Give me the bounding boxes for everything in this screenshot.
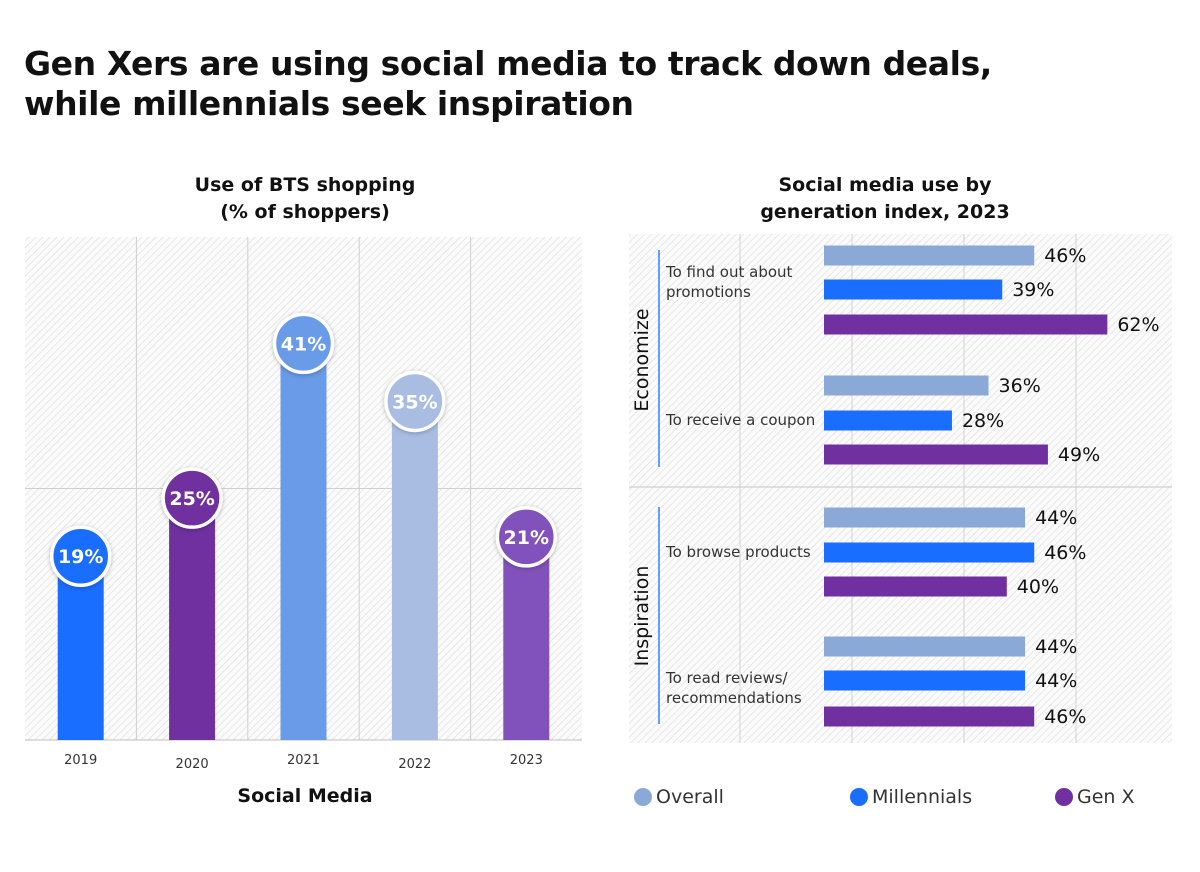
- bar-marker-2023: [495, 506, 558, 568]
- data-label-gen-x: 49%: [1058, 444, 1100, 466]
- category-label: To find out about promotions: [665, 263, 793, 301]
- bar-overall: [824, 636, 1026, 657]
- page-title-line-2: while millennials seek inspiration: [24, 84, 634, 123]
- left-chart-title-line-1: Use of BTS shopping: [194, 174, 416, 196]
- data-label-millennials: 28%: [962, 410, 1004, 432]
- bar-millennials: [824, 279, 1003, 300]
- page-title: Gen Xers are using social media to track…: [24, 44, 1024, 124]
- data-label-2019: 19%: [58, 546, 103, 568]
- data-label-millennials: 44%: [1035, 670, 1077, 692]
- category-label-line: To browse products: [665, 543, 811, 561]
- bar-gen-x: [824, 314, 1108, 335]
- tick-label-2021: 2021: [287, 753, 320, 768]
- data-label-millennials: 39%: [1012, 279, 1054, 301]
- category-label: To receive a coupon: [665, 411, 815, 429]
- group-label-economize: Economize: [631, 308, 653, 411]
- category-label-line: promotions: [666, 283, 751, 301]
- legend-item-gen-x: Gen X: [1055, 786, 1135, 808]
- data-label-overall: 44%: [1035, 636, 1077, 658]
- tick-label-2019: 2019: [64, 753, 97, 768]
- category-label-line: To find out about: [665, 263, 793, 281]
- bar-millennials: [824, 542, 1035, 563]
- bar-marker-2019: [49, 525, 112, 587]
- bar-marker-2020: [161, 467, 223, 529]
- category-label: To browse products: [665, 543, 811, 561]
- category-label-line: To receive a coupon: [665, 411, 815, 429]
- left-chart-x-axis-label: Social Media: [237, 785, 373, 807]
- legend-item-overall: Overall: [634, 786, 724, 808]
- right-chart-title-line-2: generation index, 2023: [760, 201, 1010, 223]
- group-label-inspiration: Inspiration: [631, 566, 653, 667]
- bar-overall: [824, 375, 989, 396]
- bts-shopping-bar-chart: 19% 2019 25% 2020 41% 2021 35% 2022 21% 2023: [25, 237, 582, 772]
- legend-label-overall: Overall: [656, 786, 724, 808]
- tick-label-2023: 2023: [510, 753, 543, 768]
- data-label-2022: 35%: [392, 391, 437, 413]
- data-label-overall: 44%: [1035, 507, 1077, 529]
- right-plot-background: [629, 234, 1172, 743]
- bar-2021: [280, 343, 327, 740]
- tick-label-2020: 2020: [176, 757, 209, 772]
- bar-marker-2022: [384, 370, 446, 433]
- legend-label-gen-x: Gen X: [1077, 786, 1135, 808]
- data-label-gen-x: 46%: [1044, 706, 1086, 728]
- legend-label-millennials: Millennials: [872, 786, 973, 808]
- left-chart-title-line-2: (% of shoppers): [220, 201, 390, 223]
- legend-item-millennials: Millennials: [850, 786, 972, 808]
- bar-millennials: [824, 410, 952, 431]
- tick-label-2022: 2022: [398, 757, 431, 772]
- data-label-2023: 21%: [504, 527, 549, 549]
- data-label-overall: 36%: [999, 375, 1041, 397]
- bar-gen-x: [824, 576, 1007, 597]
- data-label-overall: 46%: [1044, 245, 1086, 267]
- legend-swatch-overall: [634, 788, 652, 806]
- bar-overall: [824, 245, 1035, 266]
- left-chart-title: Use of BTS shopping (% of shoppers): [100, 172, 510, 226]
- data-label-gen-x: 40%: [1017, 576, 1059, 598]
- right-chart-title-line-1: Social media use by: [778, 174, 992, 196]
- data-label-2021: 41%: [281, 333, 326, 355]
- data-label-2020: 25%: [169, 488, 214, 510]
- data-label-gen-x: 62%: [1117, 314, 1159, 336]
- bar-2023: [503, 536, 550, 740]
- bar-2022: [391, 401, 438, 740]
- bar-overall: [824, 507, 1026, 528]
- data-label-millennials: 46%: [1044, 542, 1086, 564]
- right-chart-title: Social media use by generation index, 20…: [680, 172, 1090, 226]
- bar-millennials: [824, 670, 1026, 691]
- bar-2020: [169, 498, 216, 740]
- generation-index-bar-chart: Economize To find out about promotions 46% 3…: [629, 234, 1172, 743]
- bar-marker-2021: [272, 312, 335, 375]
- category-label-line: To read reviews/: [665, 669, 789, 687]
- category-label-line: recommendations: [666, 689, 802, 707]
- page-title-line-1: Gen Xers are using social media to track…: [24, 44, 992, 83]
- legend-swatch-millennials: [850, 788, 868, 806]
- bar-gen-x: [824, 444, 1048, 465]
- legend-swatch-gen-x: [1055, 788, 1073, 806]
- legend: Overall Millennials Gen X: [0, 786, 1200, 810]
- category-label: To read reviews/recommendations: [665, 669, 802, 707]
- bar-gen-x: [824, 706, 1035, 727]
